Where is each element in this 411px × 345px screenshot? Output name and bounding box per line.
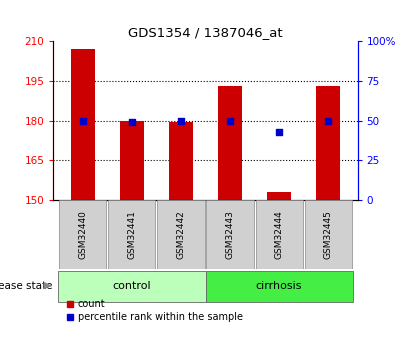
Text: disease state: disease state — [0, 281, 53, 290]
Text: GSM32443: GSM32443 — [226, 210, 235, 259]
Bar — [305, 200, 352, 269]
Point — [129, 120, 135, 125]
Text: GSM32442: GSM32442 — [176, 210, 185, 259]
Bar — [206, 271, 353, 302]
Legend: count, percentile rank within the sample: count, percentile rank within the sample — [66, 299, 243, 323]
Bar — [157, 200, 205, 269]
Bar — [59, 200, 106, 269]
Point — [80, 118, 86, 124]
Bar — [256, 200, 302, 269]
Bar — [71, 49, 95, 200]
Point — [276, 129, 282, 135]
Text: GSM32444: GSM32444 — [275, 210, 284, 259]
Bar — [169, 122, 193, 200]
Text: cirrhosis: cirrhosis — [256, 281, 302, 290]
Bar — [109, 200, 155, 269]
Text: control: control — [113, 281, 151, 290]
Bar — [316, 86, 340, 200]
Bar — [58, 271, 206, 302]
Bar — [206, 200, 254, 269]
Bar — [218, 86, 242, 200]
Text: GSM32440: GSM32440 — [79, 210, 88, 259]
Text: GSM32441: GSM32441 — [127, 210, 136, 259]
Point — [227, 118, 233, 124]
Bar — [120, 121, 144, 200]
Text: GSM32445: GSM32445 — [323, 210, 332, 259]
Point — [325, 118, 331, 124]
Point — [178, 118, 184, 124]
Bar — [267, 192, 291, 200]
Title: GDS1354 / 1387046_at: GDS1354 / 1387046_at — [128, 26, 283, 39]
